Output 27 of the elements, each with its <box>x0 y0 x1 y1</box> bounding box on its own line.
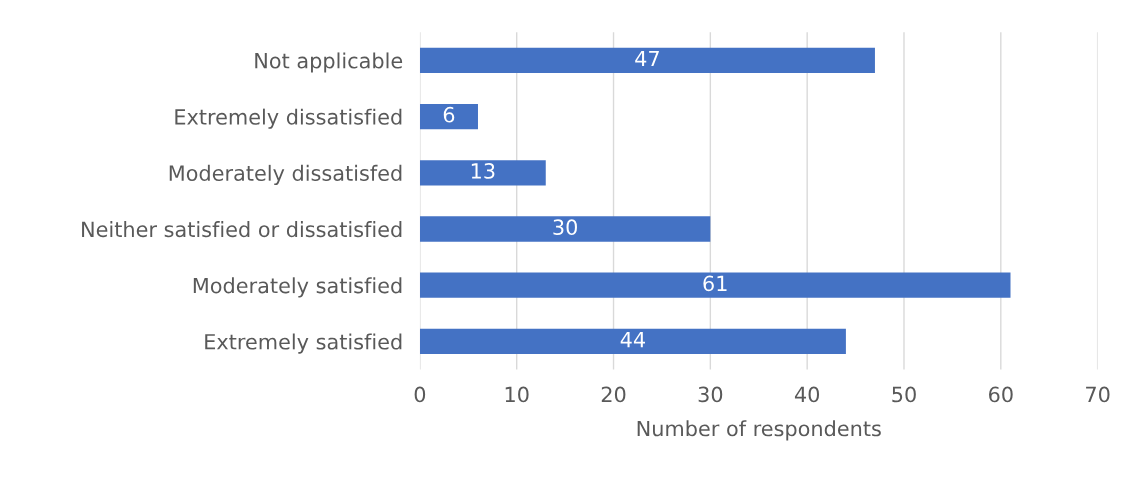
data-label: 6 <box>443 106 455 123</box>
y-tick-label: Moderately satisfied <box>193 277 402 298</box>
data-label: 30 <box>553 219 577 236</box>
x-tick-label: 20 <box>601 386 626 403</box>
x-tick-label: 70 <box>1086 386 1110 403</box>
y-tick-label: Neither satisfied or dissatisfied <box>82 221 402 238</box>
bar <box>419 103 478 130</box>
x-tick-label: 40 <box>794 386 820 403</box>
data-label: 61 <box>703 275 727 292</box>
data-label: 13 <box>471 163 495 179</box>
bar <box>419 160 546 186</box>
data-label: 47 <box>635 50 659 67</box>
y-tick-label: Extremely satisfied <box>205 333 402 354</box>
y-tick-label: Extremely dissatisfied <box>175 108 402 129</box>
x-tick-label: 30 <box>698 386 723 403</box>
bar <box>419 47 875 73</box>
x-tick-label: 60 <box>989 386 1013 403</box>
y-tick-label: Moderately dissatisfed <box>169 164 402 186</box>
x-tick-label: 50 <box>892 386 916 403</box>
x-tick-label: 10 <box>505 386 529 403</box>
x-axis-title: Number of respondents <box>637 420 881 441</box>
bar <box>419 272 1011 298</box>
bar <box>419 216 711 242</box>
x-tick-label: 0 <box>414 386 426 403</box>
y-tick-label: Not applicable <box>255 52 403 73</box>
data-label: 44 <box>620 331 645 348</box>
bar <box>419 328 846 355</box>
